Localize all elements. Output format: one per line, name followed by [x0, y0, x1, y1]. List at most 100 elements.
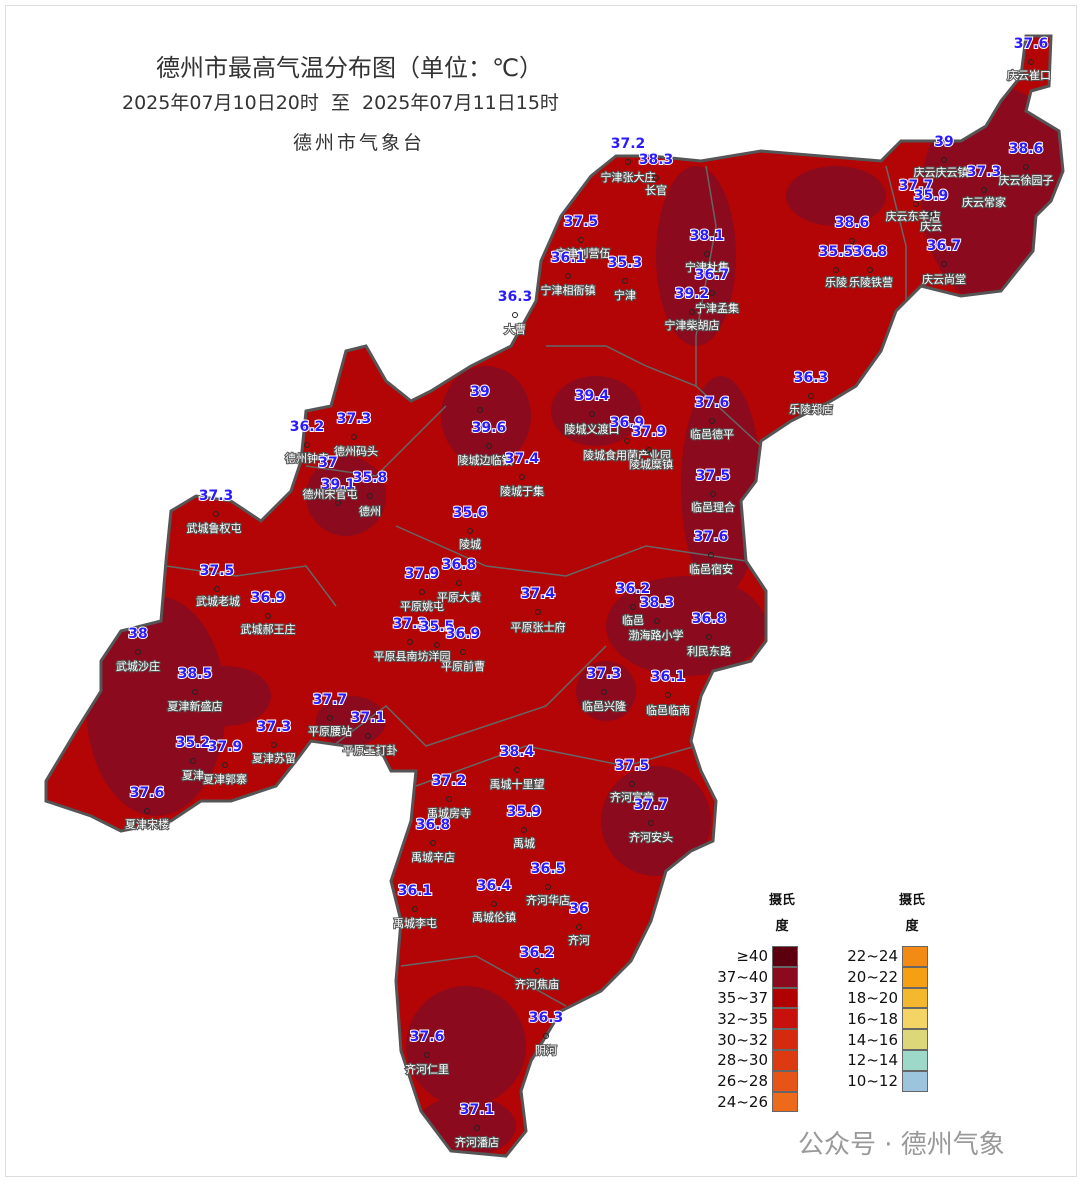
station-value: 35.5 — [819, 244, 854, 260]
station-name: 平原张士府 — [511, 620, 566, 634]
station-name: 庆云徐园子 — [999, 173, 1054, 187]
station-name: 夏津郭寨 — [203, 772, 247, 786]
legend-swatch — [772, 1049, 798, 1071]
station-dot — [407, 639, 413, 645]
station-value: 36.3 — [794, 370, 829, 386]
station-name: 夏津 — [182, 769, 204, 782]
station-dot — [467, 528, 473, 534]
station-value: 38.3 — [639, 152, 674, 168]
station-name: 宁津刘营伍 — [556, 246, 611, 260]
station-dot — [1023, 164, 1029, 170]
station-value: 36.7 — [927, 238, 962, 254]
station-name: 夏津苏留 — [252, 752, 296, 765]
station-value: 37.6 — [695, 395, 730, 411]
station-name: 齐河安头 — [629, 830, 673, 844]
station-dot — [474, 1125, 480, 1131]
station-value: 39.6 — [472, 420, 507, 436]
station-dot — [710, 491, 716, 497]
station-dot — [535, 609, 541, 615]
station-name: 齐河华店 — [526, 893, 570, 907]
station-name: 庆云 — [920, 219, 942, 233]
legend-item: 10~12 — [838, 1070, 928, 1092]
legend-label: 20~22 — [847, 968, 898, 987]
station-value: 36.5 — [531, 861, 566, 877]
station-value: 35.3 — [608, 255, 643, 271]
station-value: 35.8 — [353, 470, 388, 486]
legend-label: 28~30 — [717, 1051, 768, 1070]
station-dot — [565, 273, 571, 279]
station-name: 乐陵铁营 — [849, 275, 893, 289]
station-dot — [424, 1052, 430, 1058]
station-name: 禹城伦镇 — [472, 910, 516, 924]
station-name: 临邑宿安 — [689, 562, 733, 576]
station-dot — [981, 187, 987, 193]
station-dot — [514, 767, 520, 773]
station-value: 37.3 — [587, 666, 622, 682]
station-dot — [327, 715, 333, 721]
station-name: 齐河 — [568, 933, 590, 947]
legend-swatch — [902, 966, 928, 988]
station-value: 37.6 — [1014, 36, 1049, 52]
legend-item: 12~14 — [838, 1049, 928, 1071]
station-dot — [460, 649, 466, 655]
station-dot — [222, 762, 228, 768]
station-value: 39.2 — [675, 286, 710, 302]
station-dot — [833, 267, 839, 273]
legend-item: 24~26 — [708, 1091, 798, 1113]
issuer: 德州市气象台 — [293, 132, 426, 154]
station-value: 36.1 — [651, 669, 686, 685]
station-dot — [190, 758, 196, 764]
legend-swatch — [902, 1008, 928, 1030]
station-dot — [630, 604, 636, 610]
station-value: 37.1 — [351, 710, 386, 726]
station-name: 平原腰站 — [308, 724, 352, 738]
station-dot — [192, 689, 198, 695]
legend-swatch — [772, 987, 798, 1009]
station-dot — [648, 820, 654, 826]
legend-title: 摄氏度 — [898, 893, 925, 934]
station-dot — [271, 742, 277, 748]
station-dot — [708, 552, 714, 558]
station-value: 37.5 — [200, 563, 235, 579]
legend-label: 32~35 — [717, 1009, 768, 1028]
legend-swatch — [772, 1029, 798, 1050]
station-dot — [534, 968, 540, 974]
station-dot — [808, 393, 814, 399]
legend-item: 20~22 — [838, 966, 928, 988]
station-value: 37.5 — [696, 468, 731, 484]
station-value: 37.9 — [405, 566, 440, 582]
station-name: 齐河宣章 — [610, 790, 654, 804]
station-value: 36.8 — [416, 817, 451, 833]
station-value: 35.5 — [420, 619, 455, 635]
legend-swatch — [772, 1070, 798, 1092]
station-value: 35.9 — [914, 188, 949, 204]
legend-item: 35~37 — [708, 987, 798, 1009]
station-name: 齐河潘店 — [455, 1135, 499, 1149]
station-dot — [1028, 59, 1034, 65]
station-dot — [365, 733, 371, 739]
legend-item: 14~16 — [838, 1029, 928, 1050]
station-name: 宁津杜集 — [685, 260, 729, 274]
station-value: 36.1 — [551, 250, 586, 266]
station-value: 38.6 — [835, 215, 870, 231]
station-dot — [446, 796, 452, 802]
station-dot — [589, 411, 595, 417]
station-value: 39 — [934, 134, 953, 150]
station-value: 36.9 — [610, 415, 645, 431]
page: 37.6 庆云崔口 37.2 宁津张大庄 38.3 长官 39 庆云庆云镇 38.6 庆云徐园子 3… — [5, 5, 1077, 1177]
station-name: 陵城食用菌产业园 — [583, 448, 671, 462]
station-value: 37 — [318, 455, 337, 471]
legend-swatch — [772, 946, 798, 967]
station-dot — [913, 201, 919, 207]
station-dot — [629, 781, 635, 787]
station-value: 36.3 — [529, 1010, 564, 1026]
legend-item: 32~35 — [708, 1008, 798, 1030]
station-name: 陵城于集 — [500, 484, 544, 498]
station-value: 38 — [128, 626, 147, 642]
station-value: 36.2 — [520, 945, 555, 961]
station-name: 宁津柴胡店 — [665, 318, 720, 332]
station-value: 37.5 — [615, 758, 650, 774]
station-value: 36.7 — [695, 267, 730, 283]
station-value: 35.2 — [176, 735, 211, 751]
legend-label: 35~37 — [717, 988, 768, 1007]
